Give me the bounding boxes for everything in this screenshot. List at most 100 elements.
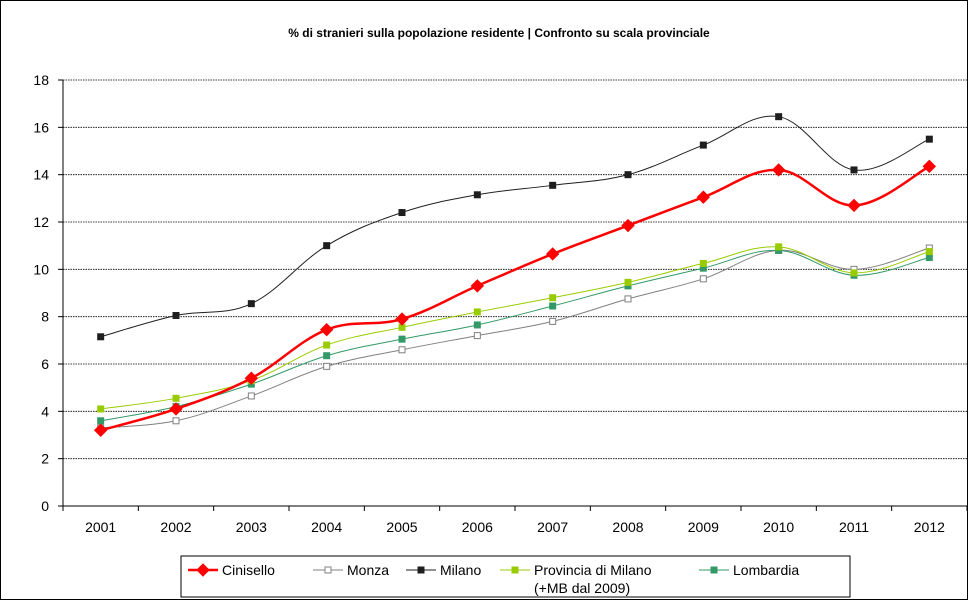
x-tick-label: 2006 (462, 519, 493, 535)
axes (62, 80, 967, 507)
x-tick-label: 2008 (612, 519, 643, 535)
data-point (699, 259, 707, 267)
data-point (398, 346, 406, 354)
data-point (624, 171, 632, 179)
data-point (398, 335, 406, 343)
data-point (847, 198, 861, 213)
y-tick-label: 6 (41, 356, 49, 372)
legend-item: Monza (313, 562, 389, 578)
legend-marker (196, 563, 210, 577)
legend-item: Milano (406, 562, 481, 578)
data-point (323, 362, 331, 370)
y-tick-label: 18 (33, 72, 49, 88)
data-point (925, 135, 933, 143)
data-point (473, 321, 481, 329)
x-tick-label: 2010 (763, 519, 794, 535)
x-axis-ticks: 2001 2002 2003 2004 2005 2006 2007 2008 2009 2010… (62, 506, 968, 535)
data-point (323, 352, 331, 360)
data-point (172, 311, 180, 319)
legend-item: Provincia di Milano (+MB dal 2009) (500, 562, 652, 596)
legend-label: Cinisello (222, 562, 275, 578)
data-point (696, 190, 711, 204)
data-point (473, 191, 481, 199)
x-tick-label: 2001 (85, 519, 116, 535)
data-point (621, 218, 635, 233)
data-point (549, 317, 557, 325)
data-point (97, 417, 105, 425)
legend-marker (511, 566, 519, 574)
series-milano (97, 113, 933, 341)
data-point (473, 332, 481, 340)
data-point (97, 405, 105, 413)
series-line (100, 249, 930, 422)
data-point (624, 295, 632, 303)
data-point (549, 294, 557, 302)
data-point (545, 247, 560, 261)
legend-label-line2: (+MB dal 2009) (534, 580, 630, 596)
series-lombardia (97, 246, 933, 425)
legend-box (180, 555, 851, 598)
series-line (100, 246, 930, 410)
data-point (850, 166, 858, 174)
legend-marker (324, 566, 332, 574)
data-point (771, 163, 786, 177)
data-point (97, 333, 105, 341)
x-tick-label: 2004 (311, 519, 342, 535)
series-cinisello (93, 159, 937, 437)
data-point (244, 371, 259, 385)
data-point (395, 312, 409, 326)
data-point (775, 243, 783, 251)
data-point (93, 423, 108, 437)
series-line (100, 247, 930, 429)
data-point (247, 300, 255, 308)
data-point (699, 275, 707, 283)
legend-item: Lombardia (699, 562, 799, 578)
series-line (100, 165, 930, 432)
legend-marker (710, 566, 718, 574)
y-tick-label: 0 (41, 498, 49, 514)
x-tick-label: 2003 (236, 519, 267, 535)
data-point (172, 417, 180, 425)
y-tick-label: 14 (33, 167, 49, 183)
data-point (247, 392, 255, 400)
data-point (473, 308, 481, 316)
data-point (775, 113, 783, 121)
series-monza (97, 244, 933, 432)
y-tick-label: 12 (33, 214, 49, 230)
legend: Cinisello Monza Milano Provincia di Milano (… (180, 555, 851, 598)
data-point (319, 322, 334, 337)
data-point (922, 159, 937, 174)
series-layer (93, 113, 937, 437)
legend-marker (417, 566, 425, 574)
data-point (398, 209, 406, 217)
y-tick-label: 2 (41, 451, 49, 467)
legend-label: Milano (440, 562, 481, 578)
y-axis-ticks: 0 2 4 6 8 10 12 14 16 18 (33, 72, 63, 514)
legend-label: Lombardia (733, 562, 799, 578)
data-point (850, 269, 858, 277)
y-tick-label: 4 (41, 403, 49, 419)
x-tick-label: 2012 (914, 519, 945, 535)
data-point (699, 141, 707, 149)
data-point (172, 394, 180, 402)
data-point (549, 302, 557, 310)
y-tick-label: 10 (33, 261, 49, 277)
data-point (323, 242, 331, 250)
data-point (323, 341, 331, 349)
gridlines (63, 79, 967, 460)
data-point (925, 254, 933, 261)
x-tick-label: 2009 (688, 519, 719, 535)
x-tick-label: 2002 (160, 519, 191, 535)
y-tick-label: 16 (33, 119, 49, 135)
data-point (624, 278, 632, 286)
data-point (549, 181, 557, 189)
legend-label: Provincia di Milano (534, 562, 652, 578)
x-tick-label: 2005 (386, 519, 417, 535)
data-point (169, 402, 183, 416)
data-point (925, 248, 933, 256)
x-tick-label: 2011 (839, 519, 869, 535)
chart-title: % di stranieri sulla popolazione residen… (288, 26, 710, 40)
data-point (470, 279, 485, 293)
